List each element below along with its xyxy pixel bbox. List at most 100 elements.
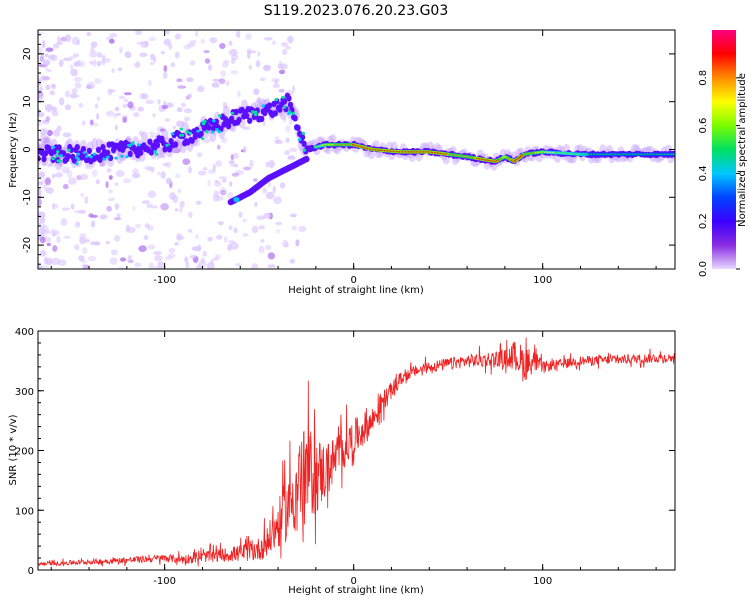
spectrum-noise-blob [217, 221, 225, 226]
spectrum-noise-blob [288, 118, 293, 125]
ridge-speck [297, 138, 302, 142]
spectrum-noise-blob [258, 245, 265, 254]
spectrum-noise-blob [43, 183, 48, 191]
spectrum-noise-blob [93, 59, 97, 67]
ridge-speck [125, 155, 129, 159]
spectrum-noise-blob [187, 42, 196, 48]
ridge-core [173, 141, 179, 148]
spectrum-noise-blob [108, 175, 113, 180]
spectrum-noise-blob [183, 108, 192, 114]
spectrum-noise-blob [146, 166, 155, 171]
spectrum-noise-blob [114, 203, 120, 210]
ridge-speck [251, 110, 255, 114]
ridge-speck [212, 119, 216, 123]
spectrum-noise-blob [278, 89, 285, 93]
x-tick-label: -100 [153, 576, 176, 587]
spectrum-noise-blob [263, 37, 273, 41]
spectrum-noise-blob [154, 255, 163, 262]
spectrum-noise-blob [160, 51, 165, 55]
colorbar-tick-label: 0.0 [698, 261, 709, 277]
spectrum-noise-blob [230, 154, 234, 161]
spectrum-noise-blob [49, 90, 55, 96]
spectrum-noise-blob [203, 50, 210, 54]
colorbar-tick-label: 0.6 [698, 118, 709, 134]
spectrum-noise-blob [197, 85, 205, 93]
spectrum-noise-blob [188, 166, 192, 174]
spectrum-noise-blob [176, 78, 183, 83]
spectrum-noise-blob [256, 215, 266, 221]
spectrum-noise-blob [73, 210, 82, 214]
ridge-speck [89, 155, 93, 159]
spectrum-noise-blob [202, 166, 208, 171]
ridge-core [95, 146, 102, 153]
ridge-core [301, 140, 307, 147]
spectrum-noise-blob [150, 166, 155, 173]
spectrum-noise-blob [125, 224, 130, 233]
spectrum-noise-blob [220, 70, 227, 78]
y-tick-label: 400 [15, 327, 34, 338]
spectrum-noise-blob [246, 48, 252, 54]
spectrum-noise-blob [215, 160, 222, 167]
ridge-speck [154, 152, 159, 156]
ridge-core [43, 150, 49, 157]
spectrum-noise-blob [200, 38, 206, 44]
spectrum-noise-blob [282, 48, 288, 56]
spectrum-noise-blob [259, 77, 266, 82]
spectrum-noise-blob [187, 93, 192, 99]
ridge-core [41, 155, 47, 163]
y-tick-label: 20 [22, 48, 33, 61]
spectrum-noise-blob [95, 179, 100, 185]
spectrum-noise-blob [51, 203, 56, 210]
x-tick-label: 100 [533, 576, 552, 587]
y-tick-label: 10 [22, 95, 33, 108]
ridge-core [286, 95, 292, 102]
spectrum-noise-blob [281, 42, 288, 47]
spectrum-noise-blob [236, 30, 241, 38]
spectrum-noise-blob [38, 79, 42, 85]
spectrum-noise-blob [133, 112, 140, 118]
spectrum-noise-blob [251, 225, 259, 234]
spectrum-noise-blob [117, 67, 122, 72]
spectrum-noise-blob [62, 132, 72, 138]
spectrum-noise-blob [127, 255, 131, 263]
spectrum-noise-blob [149, 62, 155, 65]
spectrum-noise-blob [185, 261, 190, 269]
ridge-speck [287, 112, 291, 116]
spectrum-noise-blob [78, 255, 85, 262]
ridge-core [229, 115, 235, 122]
ridge-speck [218, 114, 222, 118]
ridge-speck [51, 145, 56, 149]
spectrum-noise-blob [120, 257, 127, 262]
spectrum-noise-blob [279, 182, 286, 189]
spectrum-noise-blob [50, 83, 56, 89]
spectrum-noise-blob [118, 95, 126, 100]
ridge-core [147, 138, 153, 145]
spectrum-noise-blob [174, 33, 182, 40]
ridge-speck [74, 155, 79, 159]
snr-series [38, 337, 675, 567]
spectrum-noise-blob [242, 218, 247, 223]
ridge-core [65, 153, 71, 160]
spectrum-noise-blob [47, 105, 51, 113]
spectrum-noise-blob [96, 113, 100, 120]
ridge-speck [185, 130, 189, 134]
ridge-speck [302, 148, 307, 152]
spectrum-noise-blob [168, 248, 176, 254]
ridge-core [68, 146, 74, 153]
ridge-speck [204, 130, 209, 134]
spectrum-noise-blob [79, 173, 88, 180]
spectrum-noise-blob [184, 256, 189, 263]
spectrum-noise-blob [52, 245, 58, 252]
spectrum-noise-blob [285, 137, 290, 143]
spectrum-noise-blob [207, 179, 211, 187]
spectrum-noise-blob [233, 227, 238, 234]
spectrum-noise-blob [196, 200, 202, 205]
spectrum-noise-blob [273, 196, 282, 205]
ridge-speck [51, 157, 55, 161]
spectrum-noise-blob [39, 249, 47, 257]
secondary-branch [303, 155, 310, 163]
spectrum-noise-blob [51, 110, 59, 117]
y-tick-label: 200 [15, 447, 34, 458]
spectrum-noise-blob [46, 129, 53, 137]
spectrum-noise-blob [189, 254, 197, 259]
